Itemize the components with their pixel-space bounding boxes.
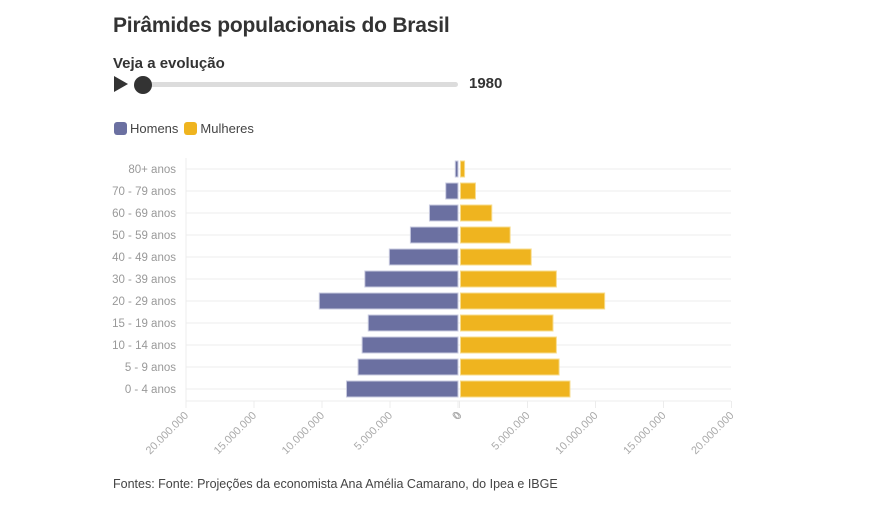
y-tick-label: 10 - 14 anos [112, 340, 176, 352]
legend-item-mulheres[interactable]: Mulheres [184, 121, 254, 136]
y-tick-label: 5 - 9 anos [125, 362, 176, 374]
current-year: 1980 [469, 75, 503, 92]
y-tick-label: 40 - 49 anos [112, 252, 176, 264]
slider-label: Veja a evolução [113, 55, 225, 72]
y-tick-label: 50 - 59 anos [112, 230, 176, 242]
play-icon[interactable] [114, 76, 128, 92]
y-tick-label: 80+ anos [128, 164, 176, 176]
year-slider-track[interactable] [140, 82, 458, 87]
bar-homens[interactable] [428, 204, 459, 222]
bar-mulheres[interactable] [460, 270, 557, 288]
x-tick-label-left: 15.000.000 [212, 410, 259, 457]
x-tick-label-right: 20.000.000 [689, 410, 736, 457]
legend-swatch-mulheres [184, 122, 198, 135]
bar-homens[interactable] [345, 380, 459, 398]
y-tick-label: 20 - 29 anos [112, 296, 176, 308]
y-tick-label: 70 - 79 anos [112, 186, 176, 198]
chart-title: Pirâmides populacionais do Brasil [113, 14, 450, 37]
y-tick-label: 0 - 4 anos [125, 384, 176, 396]
population-pyramid-chart: 80+ anos 70 - 79 anos 60 - 69 anos 50 - 59 … [112, 158, 737, 457]
y-tick-label: 60 - 69 anos [112, 208, 176, 220]
bar-mulheres[interactable] [460, 314, 554, 332]
legend-swatch-homens [114, 122, 127, 135]
bar-homens[interactable] [318, 292, 459, 310]
bar-mulheres[interactable] [460, 248, 532, 266]
bar-homens[interactable] [357, 358, 459, 376]
legend-item-homens[interactable]: Homens [114, 121, 178, 136]
bar-mulheres[interactable] [460, 182, 476, 200]
bar-mulheres[interactable] [460, 358, 560, 376]
x-tick-label-left: 5.000.000 [352, 410, 395, 453]
legend-label-homens: Homens [130, 121, 179, 136]
bar-homens[interactable] [364, 270, 459, 288]
bar-mulheres[interactable] [460, 292, 606, 310]
x-tick-label-right: 15.000.000 [621, 410, 668, 457]
bar-homens[interactable] [367, 314, 459, 332]
x-tick-label-right: 0 [452, 410, 465, 423]
bar-homens[interactable] [454, 160, 459, 178]
legend-label-mulheres: Mulheres [200, 121, 254, 136]
y-tick-label: 15 - 19 anos [112, 318, 176, 330]
bar-mulheres[interactable] [460, 226, 511, 244]
x-tick-label-left: 10.000.000 [280, 410, 327, 457]
year-slider-handle[interactable] [134, 76, 152, 94]
source-note: Fontes: Fonte: Projeções da economista A… [113, 477, 558, 491]
x-tick-label-right: 5.000.000 [490, 410, 533, 453]
x-tick-label-left: 20.000.000 [144, 410, 191, 457]
x-tick-label-right: 10.000.000 [553, 410, 600, 457]
bar-mulheres[interactable] [460, 336, 557, 354]
bar-mulheres[interactable] [460, 380, 571, 398]
bar-mulheres[interactable] [460, 160, 466, 178]
legend: Homens Mulheres [114, 121, 260, 136]
bar-homens[interactable] [409, 226, 459, 244]
bar-mulheres[interactable] [460, 204, 493, 222]
bar-homens[interactable] [445, 182, 459, 200]
bar-homens[interactable] [388, 248, 459, 266]
y-tick-label: 30 - 39 anos [112, 274, 176, 286]
bar-homens[interactable] [361, 336, 459, 354]
